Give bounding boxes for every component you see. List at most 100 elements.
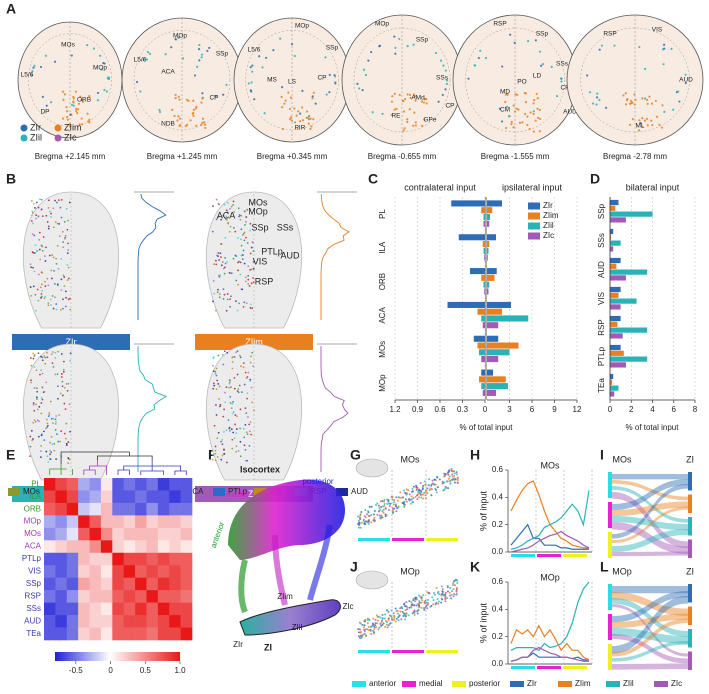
legend-swatch	[510, 681, 524, 687]
heat-cell	[146, 490, 159, 504]
cell-dot	[232, 431, 235, 434]
cell-dot	[328, 91, 331, 94]
cell-dot	[402, 615, 405, 618]
cell-dot	[406, 118, 409, 121]
cell-dot	[450, 467, 453, 470]
heat-cell	[180, 490, 193, 504]
cell-dot	[361, 633, 364, 636]
y-tick-label: SSs	[597, 233, 606, 248]
cell-dot	[629, 99, 633, 103]
cell-dot	[261, 66, 264, 69]
cell-dot	[412, 93, 415, 96]
cell-dot	[232, 411, 235, 413]
legend-swatch	[402, 681, 416, 687]
cell-dot	[96, 91, 100, 95]
cell-dot	[82, 100, 85, 103]
cell-dot	[384, 507, 387, 510]
cell-dot	[379, 622, 382, 625]
cell-dot	[46, 221, 49, 223]
axis-bar	[511, 554, 535, 557]
cell-dot	[368, 518, 371, 521]
bar	[610, 373, 614, 380]
cell-dot	[228, 379, 231, 381]
cell-dot	[532, 102, 535, 105]
cell-dot	[377, 628, 380, 631]
cell-dot	[62, 241, 65, 243]
cell-dot	[391, 509, 394, 512]
cell-dot	[290, 43, 294, 46]
sankey-flow	[612, 484, 688, 539]
cell-dot	[455, 471, 458, 474]
cell-dot	[247, 416, 249, 418]
cell-dot	[96, 99, 100, 102]
cell-dot	[235, 255, 238, 258]
cell-dot	[32, 357, 35, 360]
legend-label: anterior	[369, 679, 396, 688]
cell-dot	[215, 198, 218, 201]
cell-dot	[192, 99, 195, 102]
bar	[482, 389, 485, 396]
cell-dot	[212, 364, 214, 367]
cell-dot	[44, 356, 47, 359]
cell-dot	[241, 258, 244, 261]
cell-dot	[223, 448, 225, 451]
cell-dot	[415, 596, 418, 599]
heat-cell	[100, 627, 113, 641]
bar	[477, 342, 485, 349]
bar	[610, 275, 626, 281]
cell-dot	[377, 504, 380, 507]
heat-cell	[146, 478, 159, 491]
cell-dot	[247, 274, 250, 277]
region-label: ACA	[217, 210, 236, 220]
cell-dot	[72, 104, 75, 107]
cell-dot	[403, 602, 406, 605]
cell-dot	[412, 604, 415, 607]
cell-dot	[550, 65, 553, 68]
heat-cell	[100, 565, 113, 578]
cell-dot	[391, 507, 394, 510]
cell-dot	[646, 102, 649, 105]
cell-dot	[41, 289, 44, 292]
cell-dot	[217, 216, 220, 218]
legend-label: ZIim	[543, 211, 559, 220]
heat-cell	[78, 490, 90, 504]
cell-dot	[428, 478, 431, 481]
cell-dot	[433, 478, 436, 481]
cell-dot	[434, 51, 438, 55]
row-label: ACA	[25, 542, 42, 551]
cell-dot	[178, 117, 182, 120]
cell-dot	[453, 584, 456, 587]
cell-dot	[403, 489, 406, 492]
cell-dot	[405, 500, 408, 503]
y-tick-label: 0.0	[492, 659, 504, 668]
cell-dot	[215, 388, 218, 391]
cell-dot	[518, 121, 522, 124]
cell-dot	[30, 429, 33, 432]
sankey-flow	[612, 529, 688, 553]
heat-cell	[66, 565, 79, 578]
bar	[487, 268, 497, 275]
heat-cell	[123, 490, 136, 504]
cell-dot	[435, 488, 438, 491]
cell-dot	[41, 398, 44, 401]
cell-dot	[216, 291, 219, 294]
cell-dot	[444, 69, 447, 72]
cell-dot	[405, 612, 408, 615]
cell-dot	[588, 91, 592, 94]
x-tick-label: 6	[530, 405, 535, 414]
cortex-boundary	[133, 30, 231, 130]
cell-dot	[221, 454, 224, 457]
cell-dot	[394, 607, 397, 610]
heat-cell	[66, 627, 79, 641]
cell-dot	[402, 99, 405, 103]
cell-dot	[213, 292, 216, 295]
y-axis-label: % of input	[478, 490, 488, 531]
heat-cell	[89, 590, 102, 603]
cell-dot	[394, 620, 397, 623]
bar	[610, 321, 618, 327]
cell-dot	[52, 307, 55, 310]
cell-dot	[364, 618, 367, 621]
heat-cell	[44, 490, 56, 504]
cell-dot	[395, 496, 398, 499]
cell-dot	[296, 127, 299, 131]
